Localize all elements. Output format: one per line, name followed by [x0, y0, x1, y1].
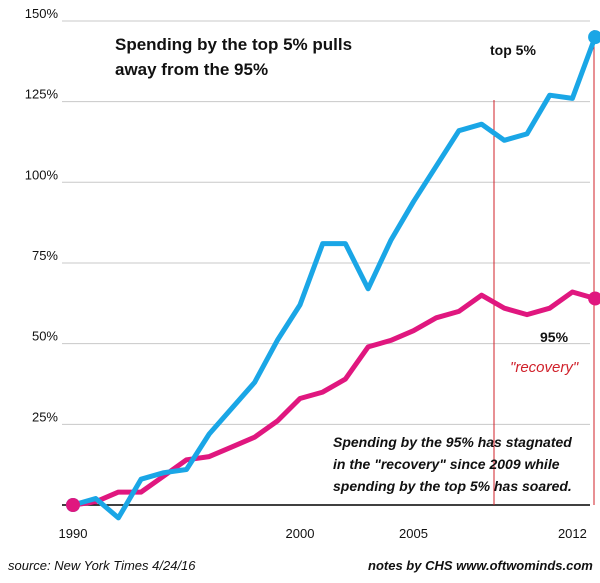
- series-start-point-95: [66, 498, 80, 512]
- x-tick-label-2012: 2012: [558, 526, 587, 541]
- x-axis-ticks: 1990 2000 2005 2012: [59, 526, 587, 541]
- series-line-top5: [70, 34, 598, 521]
- chart-title-line-1: Spending by the top 5% pulls: [115, 35, 352, 54]
- series-label-95: 95%: [540, 329, 569, 345]
- x-tick-label-2000: 2000: [286, 526, 315, 541]
- y-tick-label: 50%: [32, 329, 58, 344]
- annotation-line-1: Spending by the 95% has stagnated: [333, 434, 572, 450]
- y-tick-label: 100%: [25, 167, 59, 182]
- series-end-point-95: [588, 291, 600, 306]
- x-tick-label-2005: 2005: [399, 526, 428, 541]
- y-tick-label: 150%: [25, 6, 59, 21]
- y-tick-label: 125%: [25, 87, 59, 102]
- source-note: source: New York Times 4/24/16: [8, 558, 196, 573]
- author-note: notes by CHS www.oftwominds.com: [368, 558, 593, 573]
- chart-title-line-2: away from the 95%: [115, 60, 268, 79]
- y-tick-label: 25%: [32, 409, 58, 424]
- series-layer: [66, 30, 600, 521]
- y-tick-label: 75%: [32, 248, 58, 263]
- series-label-top5: top 5%: [490, 42, 536, 58]
- annotation-line-3: spending by the top 5% has soared.: [333, 478, 572, 494]
- gridlines: [62, 20, 590, 506]
- y-axis-ticks: 25% 50% 75% 100% 125% 150%: [25, 6, 59, 424]
- series-line-95: [70, 289, 598, 508]
- annotation-line-2: in the "recovery" since 2009 while: [333, 456, 560, 472]
- recovery-label: "recovery": [510, 359, 579, 376]
- series-end-point-top5: [588, 30, 600, 45]
- x-tick-label-1990: 1990: [59, 526, 88, 541]
